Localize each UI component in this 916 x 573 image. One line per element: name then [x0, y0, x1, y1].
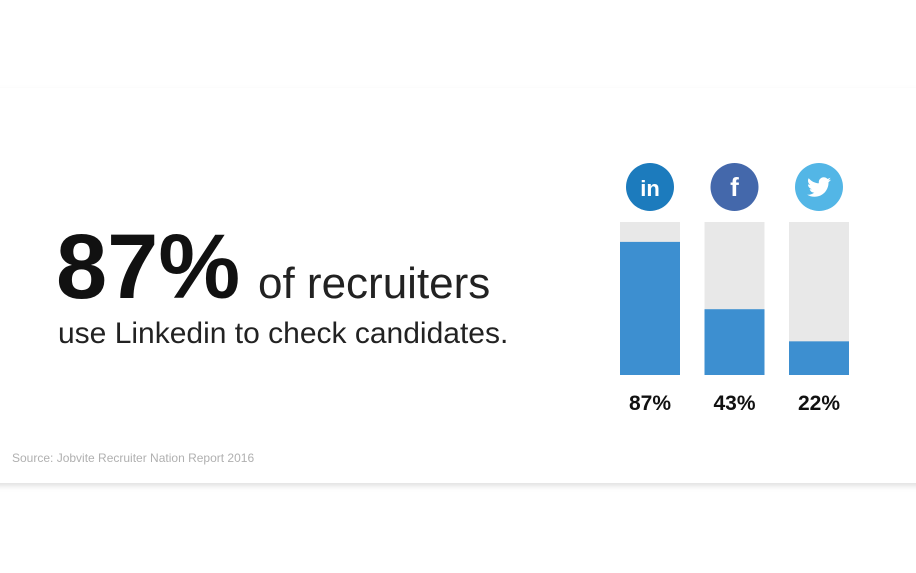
- value-label: 22%: [798, 392, 840, 415]
- headline-stat: 87%: [56, 216, 240, 318]
- value-label: 87%: [629, 392, 671, 415]
- icon-bird: [807, 177, 831, 197]
- icon-label: in: [640, 176, 660, 201]
- bar: [789, 341, 849, 375]
- icon-circle: [626, 163, 674, 211]
- value-label: 43%: [713, 392, 755, 415]
- bar: [620, 241, 680, 375]
- icon-label: f: [730, 172, 739, 202]
- bar: [704, 309, 765, 375]
- bar-chart: 87% in 43% f 22%: [620, 163, 849, 415]
- icon-circle: [710, 163, 759, 211]
- source: Source: Jobvite Recruiter Nation Report …: [12, 451, 254, 465]
- headline-text: of recruiters: [258, 259, 490, 308]
- headline-subline: use Linkedin to check candidates.: [58, 317, 508, 350]
